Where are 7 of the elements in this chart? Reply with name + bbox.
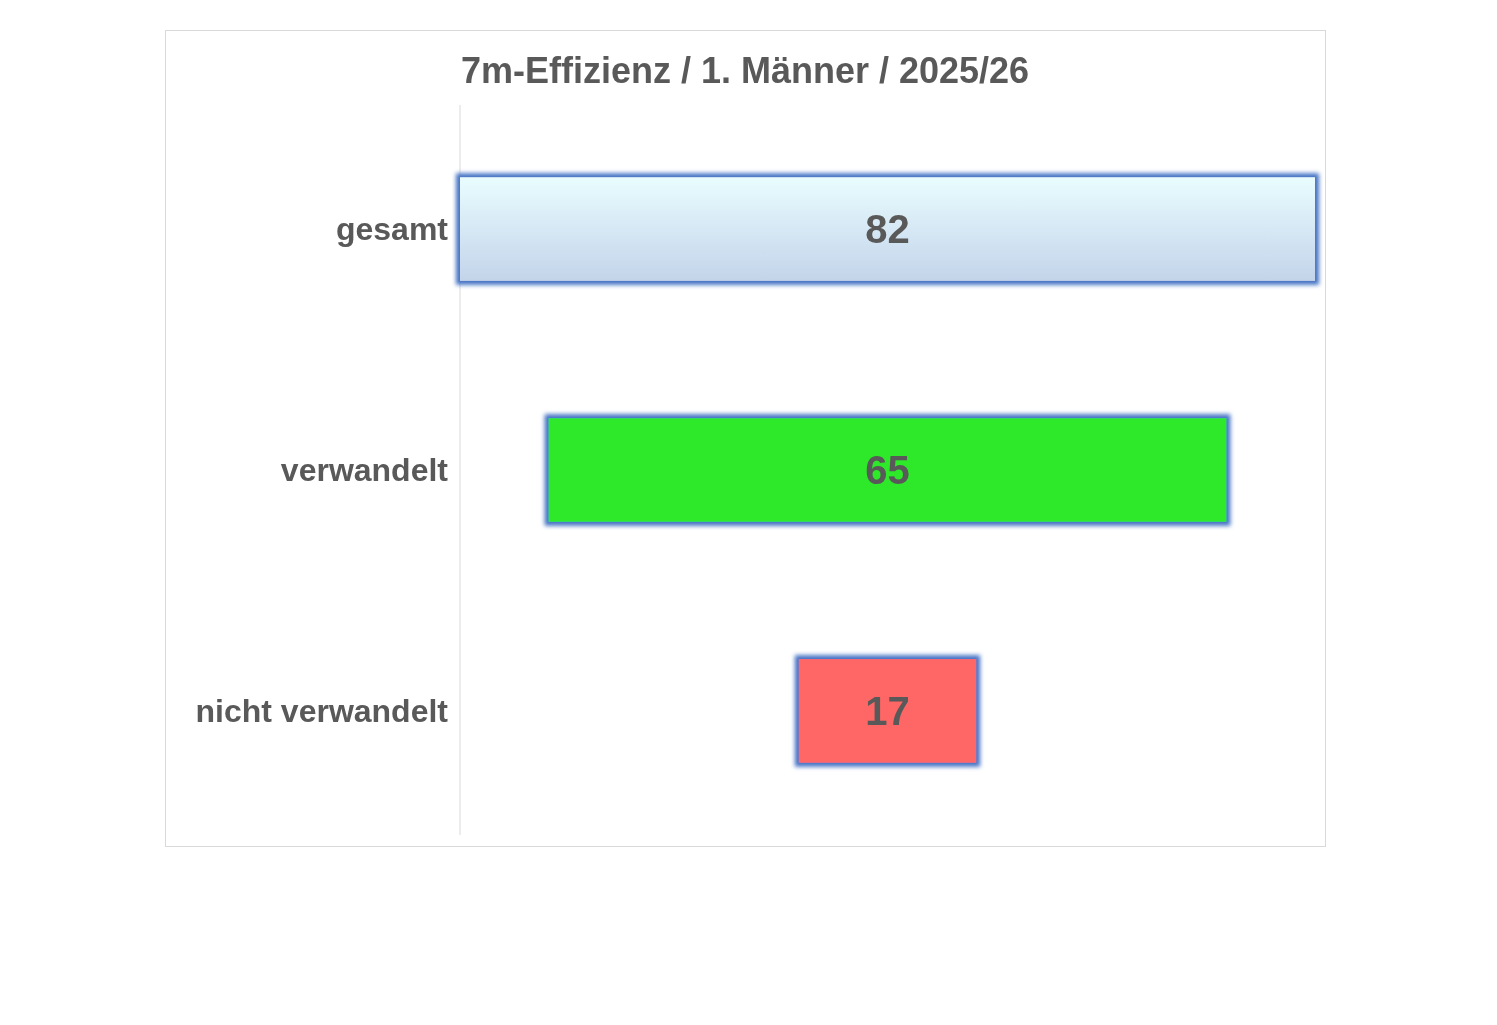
category-label: verwandelt <box>280 452 449 488</box>
data-label: 82 <box>865 207 910 252</box>
category-label: nicht verwandelt <box>195 692 449 729</box>
data-label: 65 <box>865 448 910 492</box>
data-label: 17 <box>865 688 910 733</box>
text: 7m-Effizienz / 1. Männer / 2025/26 <box>460 49 1030 91</box>
category-label: gesamt <box>335 211 449 248</box>
